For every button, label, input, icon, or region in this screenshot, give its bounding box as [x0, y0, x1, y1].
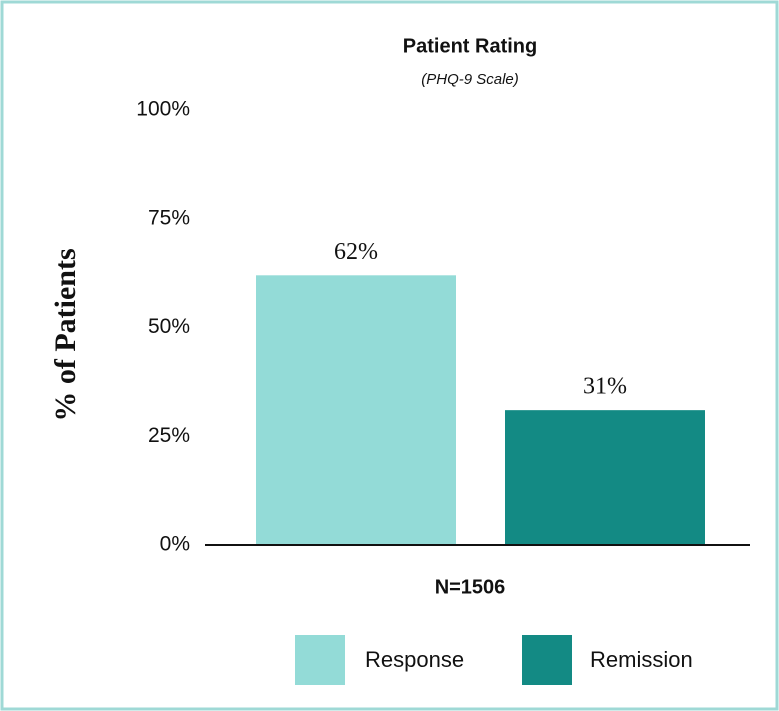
legend-swatch — [295, 635, 345, 685]
value-label: 31% — [583, 374, 627, 400]
y-tick-label: 100% — [136, 98, 190, 121]
legend-label: Response — [365, 647, 464, 672]
chart-subtitle: (PHQ-9 Scale) — [421, 71, 519, 88]
chart-title: Patient Rating — [403, 35, 537, 57]
x-axis-label: N=1506 — [435, 576, 506, 598]
y-axis-label: % of Patients — [49, 248, 82, 421]
y-tick-label: 75% — [148, 206, 190, 229]
y-tick-label: 25% — [148, 424, 190, 447]
value-label: 62% — [334, 239, 378, 265]
bar — [505, 410, 705, 545]
bar — [256, 275, 456, 545]
y-tick-label: 50% — [148, 315, 190, 338]
y-tick-label: 0% — [160, 533, 190, 556]
legend-label: Remission — [590, 647, 693, 672]
legend-swatch — [522, 635, 572, 685]
